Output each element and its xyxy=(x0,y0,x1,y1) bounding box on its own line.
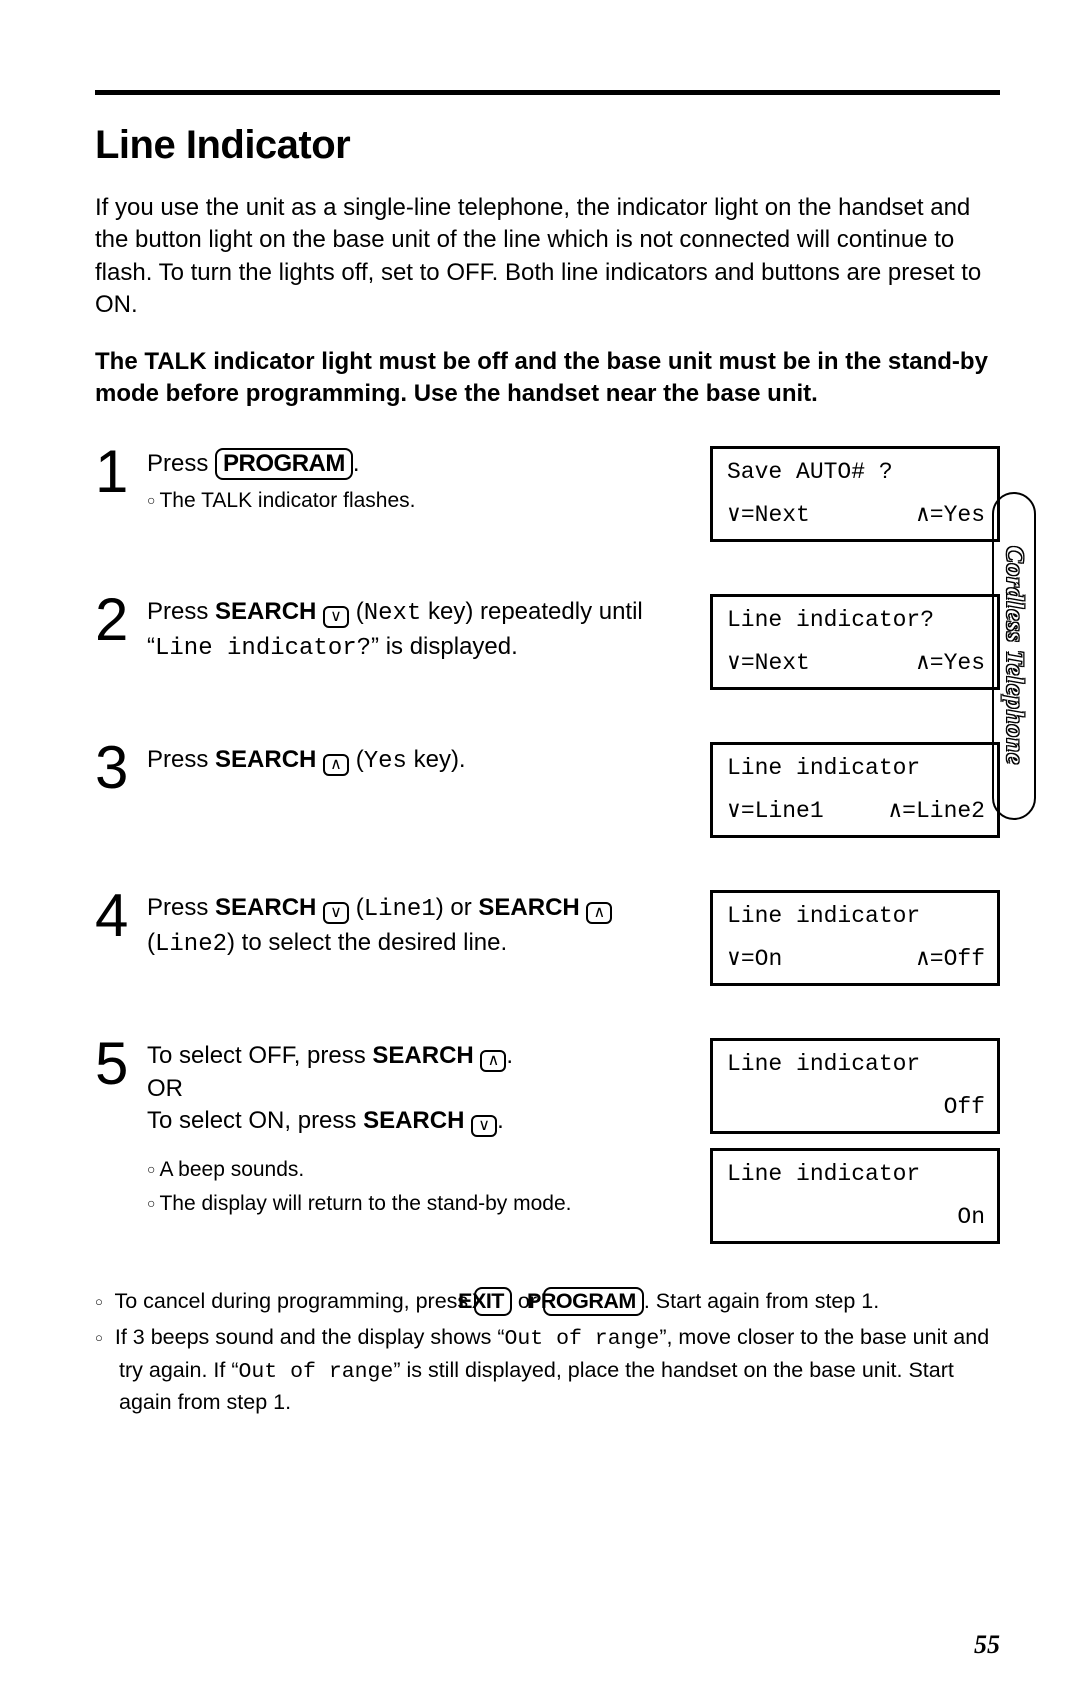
text: ( xyxy=(349,894,364,921)
display-column: Save AUTO# ? ∨=Next ∧=Yes xyxy=(710,446,1000,556)
step-sub: The TALK indicator flashes. xyxy=(147,487,698,515)
steps-area: 1 Press PROGRAM. The TALK indicator flas… xyxy=(95,446,1000,1258)
display-column: Line indicator ∨=Line1 ∧=Line2 xyxy=(710,742,1000,852)
text: ) or xyxy=(436,894,479,921)
side-tab: Cordless Telephone xyxy=(992,492,1036,820)
page-number: 55 xyxy=(974,1630,1000,1660)
step-number: 1 xyxy=(95,446,147,497)
step-3: 3 Press SEARCH ∧ (Yes key). Line indicat… xyxy=(95,742,1000,852)
up-key-icon: ∧ xyxy=(480,1050,506,1072)
bold-note: The TALK indicator light must be off and… xyxy=(95,346,1000,411)
down-key-icon: ∨ xyxy=(471,1115,497,1137)
lcd-display: Line indicator On xyxy=(710,1148,1000,1244)
mono-text: Line1 xyxy=(364,896,436,923)
footer-notes: To cancel during programming, press EXIT… xyxy=(95,1286,1000,1416)
text: Press xyxy=(147,894,215,921)
text: Press xyxy=(147,746,215,773)
lcd-line1: Line indicator? xyxy=(727,607,985,635)
text: ( xyxy=(349,746,364,773)
down-key-icon: ∨ xyxy=(323,606,349,628)
lcd-display: Line indicator? ∨=Next ∧=Yes xyxy=(710,594,1000,690)
step-number: 5 xyxy=(95,1038,147,1089)
search-label: SEARCH xyxy=(363,1107,464,1134)
or-text: OR xyxy=(147,1075,183,1102)
text: To select OFF, press xyxy=(147,1042,372,1069)
step-number: 4 xyxy=(95,890,147,941)
up-key-icon: ∧ xyxy=(586,902,612,924)
step-sub: A beep sounds. xyxy=(147,1156,698,1184)
lcd-display: Line indicator ∨=On ∧=Off xyxy=(710,890,1000,986)
step-text: Press SEARCH ∨ (Next key) repeatedly unt… xyxy=(147,594,710,665)
down-key-icon: ∨ xyxy=(323,902,349,924)
text: key). xyxy=(407,746,466,773)
lcd-left: ∨=On xyxy=(727,946,782,974)
lcd-left: ∨=Line1 xyxy=(727,798,824,826)
search-label: SEARCH xyxy=(215,894,316,921)
lcd-right: ∧=Off xyxy=(916,946,985,974)
text: To cancel during programming, press xyxy=(114,1289,474,1313)
page-title: Line Indicator xyxy=(95,123,1000,168)
top-rule xyxy=(95,90,1000,95)
intro-paragraph: If you use the unit as a single-line tel… xyxy=(95,192,1000,322)
text: Press xyxy=(147,598,215,625)
step-2: 2 Press SEARCH ∨ (Next key) repeatedly u… xyxy=(95,594,1000,704)
step-sub: The display will return to the stand-by … xyxy=(147,1190,698,1218)
mono-text: Out of range xyxy=(504,1327,659,1351)
text: . xyxy=(506,1042,513,1069)
side-tab-label: Cordless Telephone xyxy=(1000,546,1028,765)
lcd-display: Line indicator ∨=Line1 ∧=Line2 xyxy=(710,742,1000,838)
display-column: Line indicator ∨=On ∧=Off xyxy=(710,890,1000,1000)
display-column: Line indicator Off Line indicator On xyxy=(710,1038,1000,1258)
lcd-line1: Line indicator xyxy=(727,755,985,783)
lcd-right: ∧=Yes xyxy=(916,650,985,678)
step-number: 2 xyxy=(95,594,147,645)
lcd-line1: Line indicator xyxy=(727,903,985,931)
step-text: Press SEARCH ∨ (Line1) or SEARCH ∧ (Line… xyxy=(147,890,710,961)
up-key-icon: ∧ xyxy=(323,754,349,776)
display-column: Line indicator? ∨=Next ∧=Yes xyxy=(710,594,1000,704)
text: ( xyxy=(349,598,364,625)
lcd-left: ∨=Next xyxy=(727,650,810,678)
lcd-line1: Line indicator xyxy=(727,1051,985,1079)
text: ) to select the desired line. xyxy=(227,929,507,956)
text: . xyxy=(353,450,360,477)
search-label: SEARCH xyxy=(478,894,579,921)
text: ( xyxy=(147,929,155,956)
step-1: 1 Press PROGRAM. The TALK indicator flas… xyxy=(95,446,1000,556)
note-1: To cancel during programming, press EXIT… xyxy=(95,1286,1000,1316)
note-2: If 3 beeps sound and the display shows “… xyxy=(95,1322,1000,1416)
text: . xyxy=(497,1107,504,1134)
step-4: 4 Press SEARCH ∨ (Line1) or SEARCH ∧ (Li… xyxy=(95,890,1000,1000)
exit-button-icon: EXIT xyxy=(474,1287,512,1316)
mono-text: Line indicator? xyxy=(155,635,371,662)
step-5: 5 To select OFF, press SEARCH ∧. OR To s… xyxy=(95,1038,1000,1258)
lcd-right: ∧=Line2 xyxy=(888,798,985,826)
lcd-right: Off xyxy=(944,1094,985,1122)
mono-text: Yes xyxy=(364,748,407,775)
lcd-line1: Save AUTO# ? xyxy=(727,459,985,487)
text: ” is displayed. xyxy=(371,633,518,660)
lcd-left: ∨=Next xyxy=(727,502,810,530)
step-text: To select OFF, press SEARCH ∧. OR To sel… xyxy=(147,1038,710,1218)
text: If 3 beeps sound and the display shows “ xyxy=(115,1325,505,1349)
lcd-right: On xyxy=(957,1204,985,1232)
step-text: Press PROGRAM. The TALK indicator flashe… xyxy=(147,446,710,515)
lcd-display: Save AUTO# ? ∨=Next ∧=Yes xyxy=(710,446,1000,542)
text: To select ON, press xyxy=(147,1107,363,1134)
text: . Start again from step 1. xyxy=(644,1289,879,1313)
text: Press xyxy=(147,450,215,477)
mono-text: Out of range xyxy=(239,1360,394,1384)
step-text: Press SEARCH ∧ (Yes key). xyxy=(147,742,710,778)
lcd-display: Line indicator Off xyxy=(710,1038,1000,1134)
lcd-line1: Line indicator xyxy=(727,1161,985,1189)
search-label: SEARCH xyxy=(215,746,316,773)
mono-text: Next xyxy=(364,600,422,627)
search-label: SEARCH xyxy=(372,1042,473,1069)
search-label: SEARCH xyxy=(215,598,316,625)
mono-text: Line2 xyxy=(155,931,227,958)
step-number: 3 xyxy=(95,742,147,793)
program-button-icon: PROGRAM xyxy=(543,1287,644,1316)
program-button-icon: PROGRAM xyxy=(215,448,353,480)
lcd-right: ∧=Yes xyxy=(916,502,985,530)
